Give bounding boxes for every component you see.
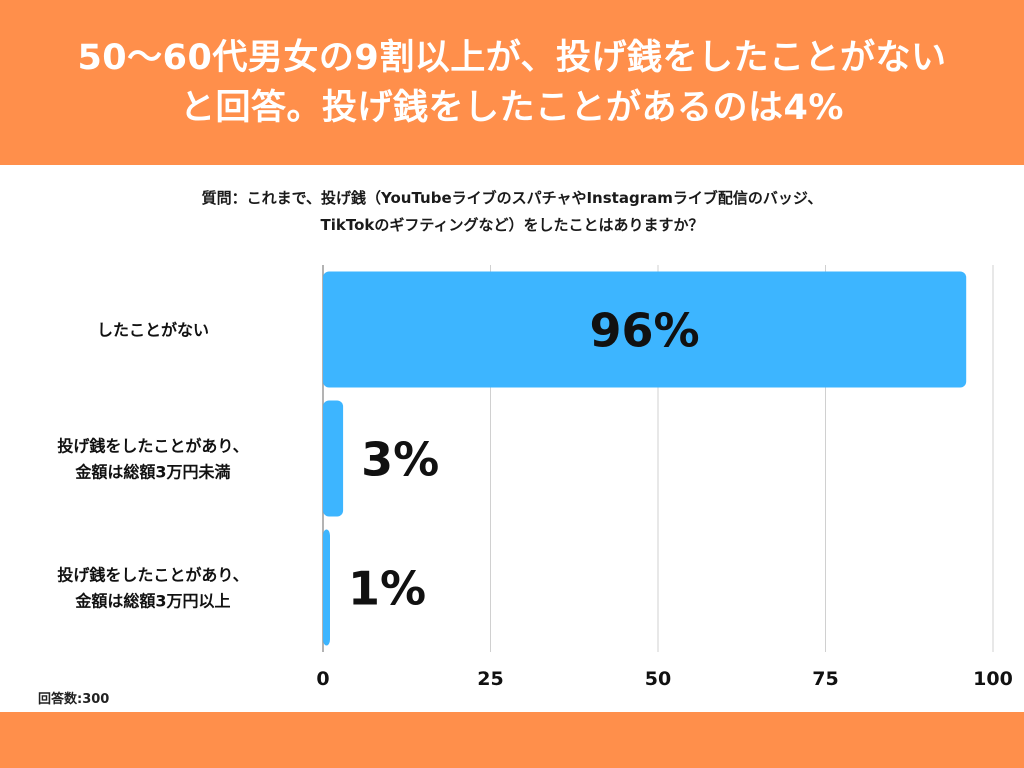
- bar: [323, 529, 330, 646]
- title-banner: 50〜60代男女の9割以上が、投げ銭をしたことがない と回答。投げ銭をしたことが…: [0, 0, 1024, 165]
- x-tick-label: 50: [645, 668, 671, 690]
- x-tick-label: 100: [973, 668, 1013, 690]
- survey-question: 質問：これまで、投げ銭（YouTubeライブのスパチャやInstagramライブ…: [0, 185, 1024, 239]
- title-line-2: と回答。投げ銭をしたことがあるのは4%: [180, 87, 844, 128]
- bar: [323, 271, 967, 388]
- category-label-line: 投げ銭をしたことがあり、: [57, 566, 248, 585]
- value-label: 3%: [361, 433, 439, 487]
- category-label: 投げ銭をしたことがあり、金額は総額3万円以上: [57, 566, 248, 611]
- x-tick-label: 0: [316, 668, 329, 690]
- x-tick-label: 25: [477, 668, 503, 690]
- category-label-line: 金額は総額3万円未満: [74, 463, 230, 482]
- footer-band: [0, 712, 1024, 768]
- value-label: 96%: [590, 304, 700, 358]
- category-label: 投げ銭をしたことがあり、金額は総額3万円未満: [57, 437, 248, 482]
- category-label-line: 投げ銭をしたことがあり、: [57, 437, 248, 456]
- respondent-count: 回答数:300: [38, 692, 110, 707]
- title-line-1: 50〜60代男女の9割以上が、投げ銭をしたことがない: [77, 37, 947, 78]
- bar-chart: 0 25 50 75 100 96% したことがない 3% 投げ銭をしたことがあり、金額は総額3…: [57, 265, 1013, 690]
- bar: [323, 400, 344, 517]
- x-tick-label: 75: [812, 668, 838, 690]
- value-label: 1%: [348, 562, 426, 616]
- category-label-line: したことがない: [97, 321, 209, 340]
- question-line-2: TikTokのギフティングなど）をしたことはありますか？: [320, 216, 704, 234]
- category-label-line: 金額は総額3万円以上: [74, 592, 230, 611]
- question-line-1: 質問：これまで、投げ銭（YouTubeライブのスパチャやInstagramライブ…: [201, 189, 823, 207]
- category-label: したことがない: [97, 321, 209, 340]
